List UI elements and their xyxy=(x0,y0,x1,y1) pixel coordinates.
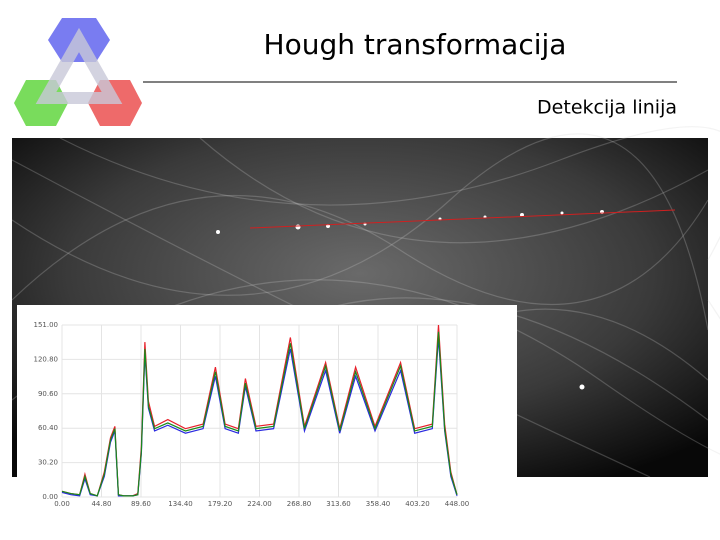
x-tick-label: 44.80 xyxy=(91,500,111,508)
profile-panel xyxy=(17,305,517,510)
y-tick-label: 30.20 xyxy=(38,459,58,467)
x-tick-label: 313.60 xyxy=(326,500,351,508)
x-tick-label: 89.60 xyxy=(131,500,151,508)
y-tick-label: 120.80 xyxy=(34,355,59,363)
x-tick-label: 0.00 xyxy=(54,500,70,508)
y-tick-label: 60.40 xyxy=(38,424,58,432)
x-tick-label: 224.00 xyxy=(247,500,272,508)
x-tick-label: 268.80 xyxy=(287,500,312,508)
y-tick-label: 90.60 xyxy=(38,390,58,398)
x-tick-label: 179.20 xyxy=(208,500,233,508)
y-tick-label: 151.00 xyxy=(34,321,59,329)
logo xyxy=(14,18,142,126)
x-tick-label: 403.20 xyxy=(405,500,430,508)
x-tick-label: 134.40 xyxy=(168,500,193,508)
x-tick-label: 358.40 xyxy=(366,500,391,508)
x-tick-label: 448.00 xyxy=(445,500,470,508)
slide-title: Hough transformacija xyxy=(264,28,567,61)
profile-line xyxy=(61,331,458,497)
slide-subtitle: Detekcija linija xyxy=(537,97,677,119)
y-tick-label: 0.00 xyxy=(42,493,58,501)
profile-plot: 0.00 30.20 60.40 90.60 120.80 151.00 0.00 44.80… xyxy=(34,321,470,508)
